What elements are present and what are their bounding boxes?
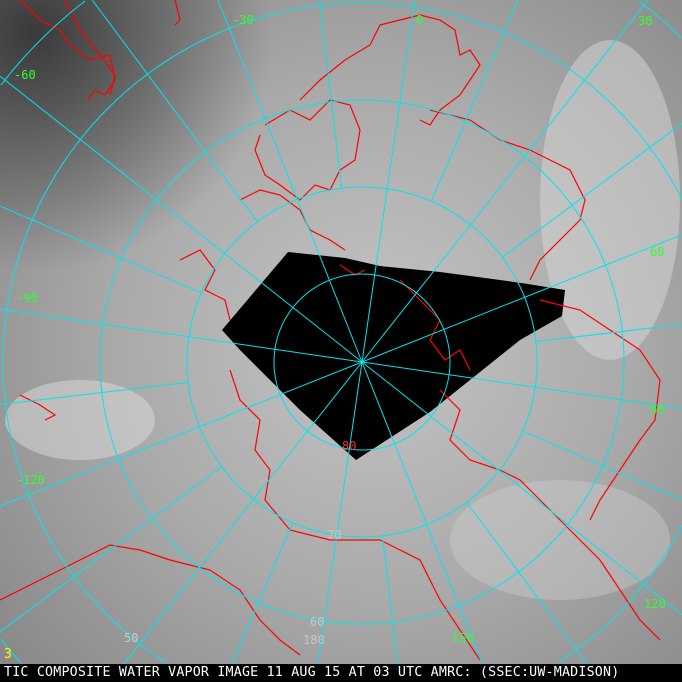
coastline-britain [254, 99, 361, 201]
moisture-plume [5, 380, 155, 460]
meridian-line [361, 361, 682, 616]
meridian-line [319, 0, 343, 189]
meridian-line [0, 466, 222, 633]
frame-number: 3 [4, 647, 12, 662]
meridian-line [522, 430, 682, 501]
meridian-line [361, 361, 483, 665]
image-caption: TIC COMPOSITE WATER VAPOR IMAGE 11 AUG 1… [0, 664, 682, 682]
meridian-line [317, 361, 363, 665]
meridian-line [361, 234, 682, 363]
lon-label: 90 [650, 403, 665, 417]
meridian-line [0, 75, 363, 363]
lat-label: 60 [310, 615, 325, 629]
meridian-line [0, 361, 363, 507]
coastline-east-asia [539, 299, 661, 521]
meridian-line [217, 0, 363, 363]
lon-label: 0 [416, 13, 424, 27]
lat-label: 80 [342, 439, 357, 453]
meridian-line [0, 205, 202, 294]
lat-label: 70 [327, 528, 342, 542]
meridian-line [535, 323, 682, 343]
latitude-circle [186, 186, 538, 538]
graticule [0, 0, 682, 665]
latitude-circle [2, 2, 682, 664]
latitude-circle [273, 273, 451, 451]
lon-label: 180 [303, 633, 325, 647]
latitude-circle [0, 0, 682, 664]
coastline-islands [399, 279, 471, 371]
lon-label: -60 [14, 68, 36, 82]
coastline [19, 0, 116, 101]
meridian-line [361, 0, 416, 363]
no-data-region [222, 252, 565, 460]
meridian-line [361, 361, 682, 410]
meridian-line [0, 308, 363, 363]
lon-label: -30 [232, 13, 254, 27]
coastline [19, 394, 57, 421]
coastline [439, 389, 661, 641]
coastline [179, 249, 231, 321]
meridian-line [381, 535, 398, 665]
meridian-line [466, 502, 588, 665]
lon-label: 30 [638, 14, 653, 28]
lat-label: 50 [124, 631, 139, 645]
meridian-line [430, 0, 519, 202]
lon-label: -120 [16, 473, 45, 487]
coastline-scandinavia [299, 14, 481, 126]
moisture-plume [450, 480, 670, 600]
meridian-line [231, 522, 294, 665]
coastline-greenland [239, 189, 346, 251]
meridian-line [91, 0, 258, 222]
coastline [64, 0, 116, 96]
meridian-line [502, 123, 682, 258]
coastline [174, 0, 181, 26]
lon-label: 120 [644, 597, 666, 611]
lon-label: 60 [650, 245, 665, 259]
coastline-islands [339, 264, 366, 276]
meridian-line [123, 361, 363, 665]
lon-label: 150 [452, 631, 474, 645]
meridian-line [0, 381, 189, 405]
meridian-line [361, 0, 649, 363]
latitude-circle [99, 99, 625, 625]
lon-label: -90 [16, 291, 38, 305]
moisture-plume [540, 40, 680, 360]
